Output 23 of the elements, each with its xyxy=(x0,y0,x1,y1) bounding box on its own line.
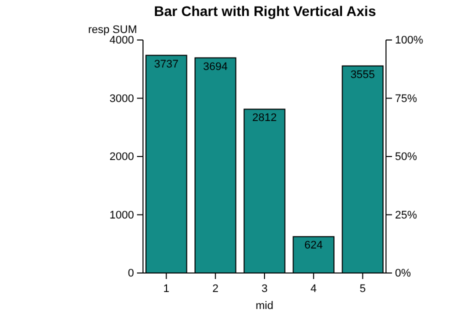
y-tick-label: 0 xyxy=(128,268,134,280)
x-tick-label: 2 xyxy=(212,282,218,295)
x-tick-label: 5 xyxy=(360,282,366,295)
y-tick-label: 1000 xyxy=(110,209,134,222)
y2-tick-label: 100% xyxy=(395,34,424,47)
y-tick-label: 2000 xyxy=(110,151,134,164)
y2-tick-label: 75% xyxy=(395,92,418,105)
data-label: 3694 xyxy=(203,60,228,73)
chart-title: Bar Chart with Right Vertical Axis xyxy=(154,3,376,19)
x-axis-title: mid xyxy=(256,300,274,312)
x-tick-label: 3 xyxy=(261,282,268,295)
y2-tick-label: 50% xyxy=(395,151,418,164)
data-label: 3737 xyxy=(154,58,179,70)
x-tick-label: 4 xyxy=(310,282,317,295)
y-axis-title: resp SUM xyxy=(88,24,137,36)
y2-tick-label: 25% xyxy=(395,209,418,222)
x-tick-label: 1 xyxy=(163,282,170,295)
y-tick-label: 3000 xyxy=(110,92,134,105)
data-label: 624 xyxy=(304,240,323,252)
data-label: 2812 xyxy=(252,112,277,124)
data-label: 3555 xyxy=(350,68,375,81)
y-tick-label: 4000 xyxy=(110,34,134,47)
y2-tick-label: 0% xyxy=(395,268,412,280)
